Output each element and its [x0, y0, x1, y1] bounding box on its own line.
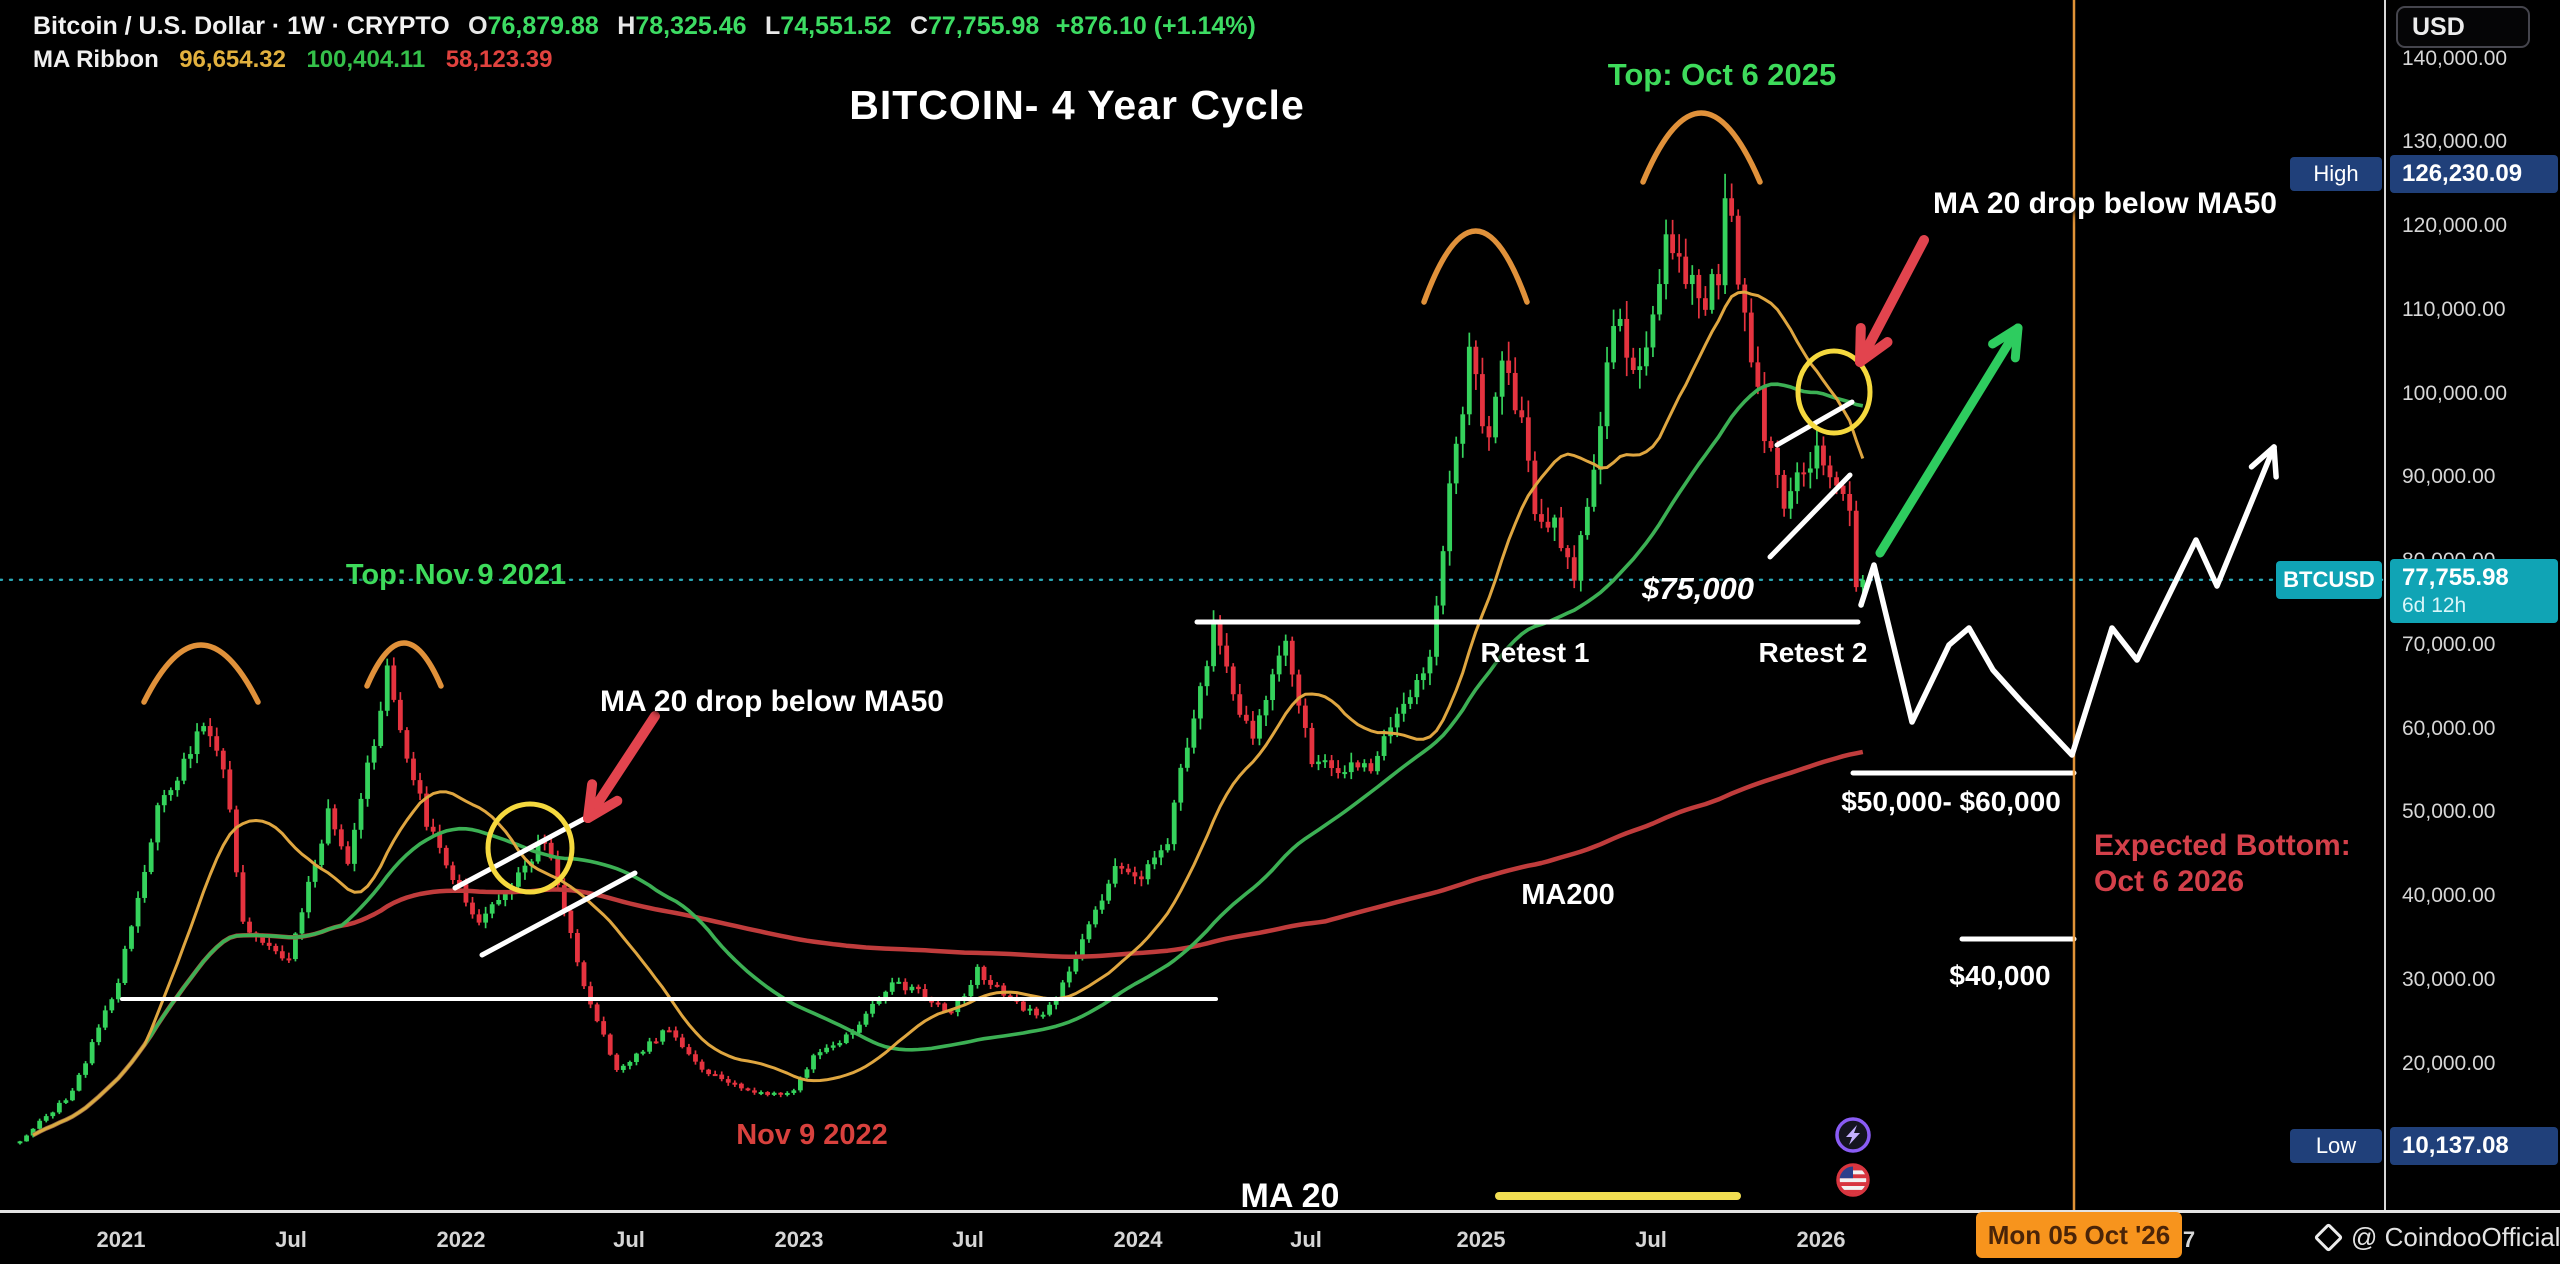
green-rally-arrow[interactable] — [1875, 323, 2023, 558]
channel-line-4[interactable] — [1767, 472, 1853, 560]
time-tick-Jul: Jul — [275, 1227, 307, 1252]
crosshair-date-badge: Mon 05 Oct '26 — [1976, 1212, 2182, 1258]
price-tick-110000: 110,000.00 — [2402, 297, 2506, 321]
price-tick-120000: 120,000.00 — [2402, 214, 2508, 237]
ma-ribbon-legend-row[interactable]: MA Ribbon 96,654.32 100,404.11 58,123.39 — [33, 46, 552, 74]
cycle-top-arc-3[interactable] — [1421, 228, 1530, 305]
open-value: 76,879.88 — [487, 12, 599, 40]
coindoo-logo-icon — [2313, 1222, 2344, 1253]
projected-price-path[interactable] — [1858, 444, 2279, 758]
ma200-value: 58,123.39 — [445, 46, 553, 73]
ma50-value: 100,404.11 — [306, 46, 426, 73]
low-value: 74,551.52 — [780, 12, 892, 40]
last-price-value: 77,755.98 — [2402, 564, 2509, 591]
label-ma-drop-left[interactable]: MA 20 drop below MA50 — [600, 685, 944, 718]
price-axis-separator — [2384, 0, 2386, 1264]
symbol-title: Bitcoin / U.S. Dollar · 1W · CRYPTO — [33, 12, 450, 40]
close-label: C — [909, 12, 929, 40]
cycle-top-arc-4[interactable] — [1640, 110, 1763, 185]
label-nov-9-2022[interactable]: Nov 9 2022 — [736, 1119, 888, 1151]
time-tick-Jul: Jul — [952, 1227, 984, 1252]
high-price-value: 126,230.09 — [2402, 160, 2523, 187]
price-chart-canvas[interactable] — [0, 0, 2560, 1210]
currency-button[interactable]: USD — [2396, 6, 2530, 48]
price-tick-70000: 70,000.00 — [2402, 632, 2496, 656]
time-tick-Jul: Jul — [1635, 1227, 1667, 1252]
symbol-legend-row[interactable]: Bitcoin / U.S. Dollar · 1W · CRYPTO O76,… — [33, 12, 1256, 41]
low-label: L — [765, 12, 781, 40]
price-tick-20000: 20,000.00 — [2402, 1051, 2496, 1075]
high-price-chip: High — [2290, 157, 2382, 191]
price-tick-100000: 100,000.00 — [2402, 381, 2508, 405]
time-tick-2023: 2023 — [774, 1227, 824, 1252]
low-price-chip: Low — [2290, 1129, 2382, 1163]
price-tick-30000: 30,000.00 — [2402, 967, 2496, 991]
bar-countdown: 6d 12h — [2402, 594, 2467, 617]
label-top-oct-2025[interactable]: Top: Oct 6 2025 — [1607, 57, 1837, 92]
label-retest-1[interactable]: Retest 1 — [1480, 637, 1590, 668]
high-value: 78,325.46 — [635, 12, 747, 40]
close-value: 77,755.98 — [928, 12, 1040, 40]
channel-line-1[interactable] — [452, 803, 611, 891]
price-tick-130000: 130,000.00 — [2402, 130, 2508, 154]
low-price-value: 10,137.08 — [2402, 1132, 2509, 1159]
watermark-text: @ CoindooOfficial — [2351, 1222, 2560, 1252]
label-40000[interactable]: $40,000 — [1949, 960, 2051, 991]
label-75000[interactable]: $75,000 — [1641, 571, 1755, 606]
ma20-line — [32, 290, 1865, 1137]
high-price-axis-value: 126,230.09 — [2390, 155, 2558, 193]
change-value: +876.10 (+1.14%) — [1055, 12, 1256, 40]
red-breakdown-arrow-2[interactable] — [1855, 235, 1929, 367]
chart-title: BITCOIN- 4 Year Cycle — [849, 82, 1305, 128]
ma-cross-circle-1[interactable] — [485, 801, 575, 895]
ma200-line — [32, 749, 1864, 1138]
cycle-top-arc-2[interactable] — [364, 640, 444, 689]
label-expected-bottom[interactable]: Expected Bottom: Oct 6 2026 — [2094, 829, 2351, 898]
price-tick-40000: 40,000.00 — [2402, 884, 2496, 907]
purple-event-icon[interactable] — [1835, 1117, 1871, 1153]
label-ma20-bottom[interactable]: MA 20 — [1240, 1177, 1340, 1215]
watermark: @ CoindooOfficial — [2313, 1222, 2560, 1253]
time-tick-7: 7 — [2182, 1227, 2196, 1252]
ma50-line — [32, 382, 1864, 1137]
candlestick-series — [17, 173, 1866, 1145]
price-tick-50000: 50,000.00 — [2402, 800, 2496, 824]
label-top-nov-2021[interactable]: Top: Nov 9 2021 — [345, 559, 567, 591]
channel-line-2[interactable] — [479, 870, 638, 958]
us-flag-icon[interactable] — [1836, 1163, 1870, 1197]
price-tick-140000: 140,000.00 — [2402, 46, 2508, 70]
high-label: H — [617, 12, 636, 40]
open-label: O — [468, 12, 488, 40]
low-price-axis-value: 10,137.08 — [2390, 1127, 2558, 1165]
symbol-price-chip: BTCUSD — [2276, 561, 2382, 599]
time-tick-2021: 2021 — [96, 1227, 146, 1252]
price-tick-60000: 60,000.00 — [2402, 716, 2496, 740]
time-tick-2024: 2024 — [1113, 1227, 1163, 1252]
label-ma200[interactable]: MA200 — [1521, 879, 1615, 911]
time-tick-2026: 2026 — [1796, 1227, 1846, 1252]
last-price-axis-value: 77,755.98 6d 12h — [2390, 559, 2558, 623]
label-50k-60k-zone[interactable]: $50,000- $60,000 — [1841, 786, 2061, 817]
time-tick-Jul: Jul — [613, 1227, 645, 1252]
ma20-value: 96,654.32 — [179, 46, 286, 73]
time-tick-Jul: Jul — [1290, 1227, 1322, 1252]
label-retest-2[interactable]: Retest 2 — [1758, 637, 1868, 668]
time-tick-2025: 2025 — [1456, 1227, 1506, 1252]
ma-ribbon-label: MA Ribbon — [33, 46, 159, 73]
ma-cross-circle-2[interactable] — [1795, 348, 1873, 436]
cycle-top-arc-1[interactable] — [141, 642, 261, 705]
red-breakdown-arrow-1[interactable] — [583, 711, 660, 823]
price-tick-90000: 90,000.00 — [2402, 465, 2496, 489]
label-ma-drop-right[interactable]: MA 20 drop below MA50 — [1933, 187, 2277, 220]
time-tick-2022: 2022 — [436, 1227, 486, 1252]
